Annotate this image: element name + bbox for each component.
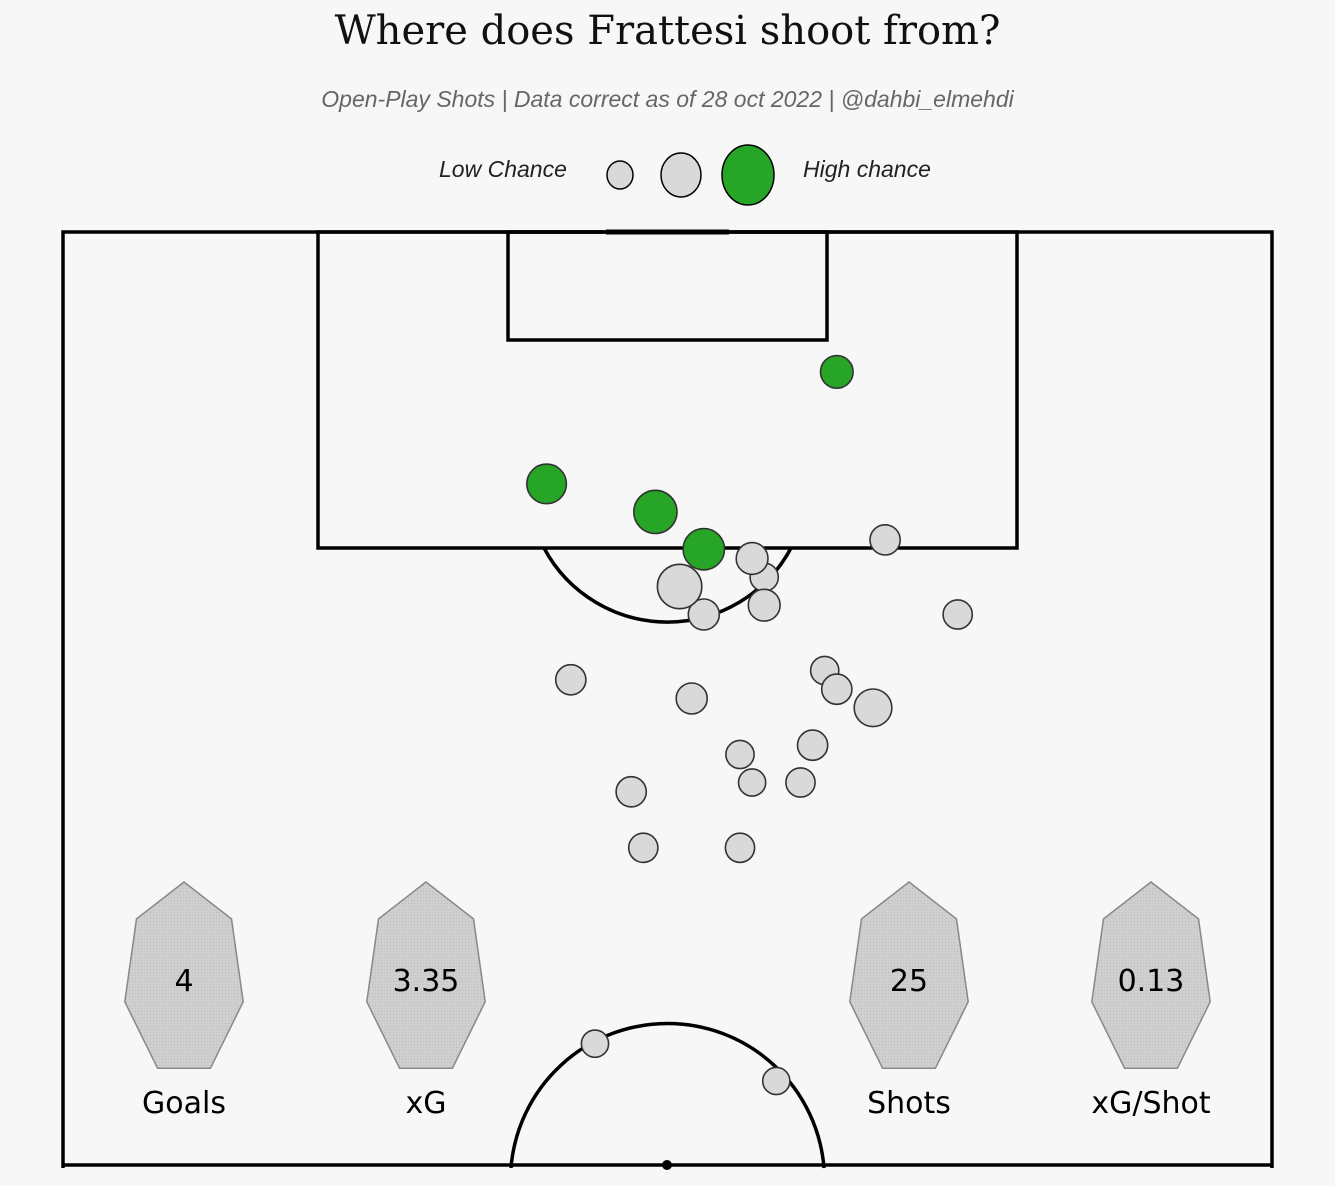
- legend-marker-small: [606, 160, 634, 190]
- shot-point: [869, 524, 902, 556]
- legend-low-label: Low Chance: [439, 156, 567, 182]
- shot-point: [725, 739, 755, 770]
- stat-label: Shots: [867, 1086, 951, 1121]
- shot-point: [735, 541, 769, 576]
- shot-point: [737, 768, 767, 797]
- shot-goal-point: [819, 354, 854, 390]
- shot-point: [747, 588, 781, 622]
- stat-value: 4: [174, 964, 193, 999]
- shot-point: [820, 673, 853, 706]
- shot-goal-point: [633, 489, 678, 535]
- shot-point: [761, 1066, 791, 1096]
- shot-point: [656, 563, 703, 610]
- shot-point: [785, 767, 816, 798]
- six-yard-box: [506, 230, 829, 342]
- shot-point: [580, 1029, 610, 1059]
- shot-point: [687, 598, 721, 631]
- pitch-lines: [61, 229, 1274, 1169]
- legend-high-label: High chance: [803, 156, 931, 182]
- stat-value: 3.35: [393, 964, 460, 999]
- shot-point: [853, 688, 893, 728]
- chart-title: Where does Frattesi shoot from?: [334, 8, 1001, 54]
- center-circle-arc: [509, 1021, 826, 1169]
- shot-point: [675, 682, 709, 715]
- stat-label: xG: [405, 1086, 446, 1121]
- stat-value: 25: [890, 964, 928, 999]
- shot-point: [615, 775, 648, 808]
- shots-layer: [525, 354, 974, 1096]
- stats-layer: 4 Goals 3.35 xG 25 Shots 0.13 xG/Shot: [124, 881, 1211, 1121]
- shot-point: [724, 832, 756, 864]
- shot-point: [627, 832, 659, 864]
- stat-label: xG/Shot: [1091, 1086, 1211, 1121]
- stat-value: 0.13: [1118, 964, 1185, 999]
- stat-badge: [124, 881, 244, 1070]
- stat-badge: [366, 881, 486, 1070]
- chart-subtitle: Open-Play Shots | Data correct as of 28 …: [321, 86, 1014, 112]
- shot-goal-point: [525, 463, 568, 505]
- center-spot: [662, 1160, 672, 1170]
- shot-point: [796, 729, 829, 762]
- legend-marker-medium: [660, 152, 702, 198]
- stat-badge: [849, 881, 969, 1070]
- legend-marker-large: [721, 144, 775, 206]
- stat-badge: [1091, 881, 1211, 1070]
- shot-point: [554, 663, 587, 696]
- shot-goal-point: [682, 527, 726, 571]
- stat-label: Goals: [142, 1086, 226, 1121]
- pitch-outline: [61, 230, 1274, 1168]
- shot-point: [942, 599, 974, 630]
